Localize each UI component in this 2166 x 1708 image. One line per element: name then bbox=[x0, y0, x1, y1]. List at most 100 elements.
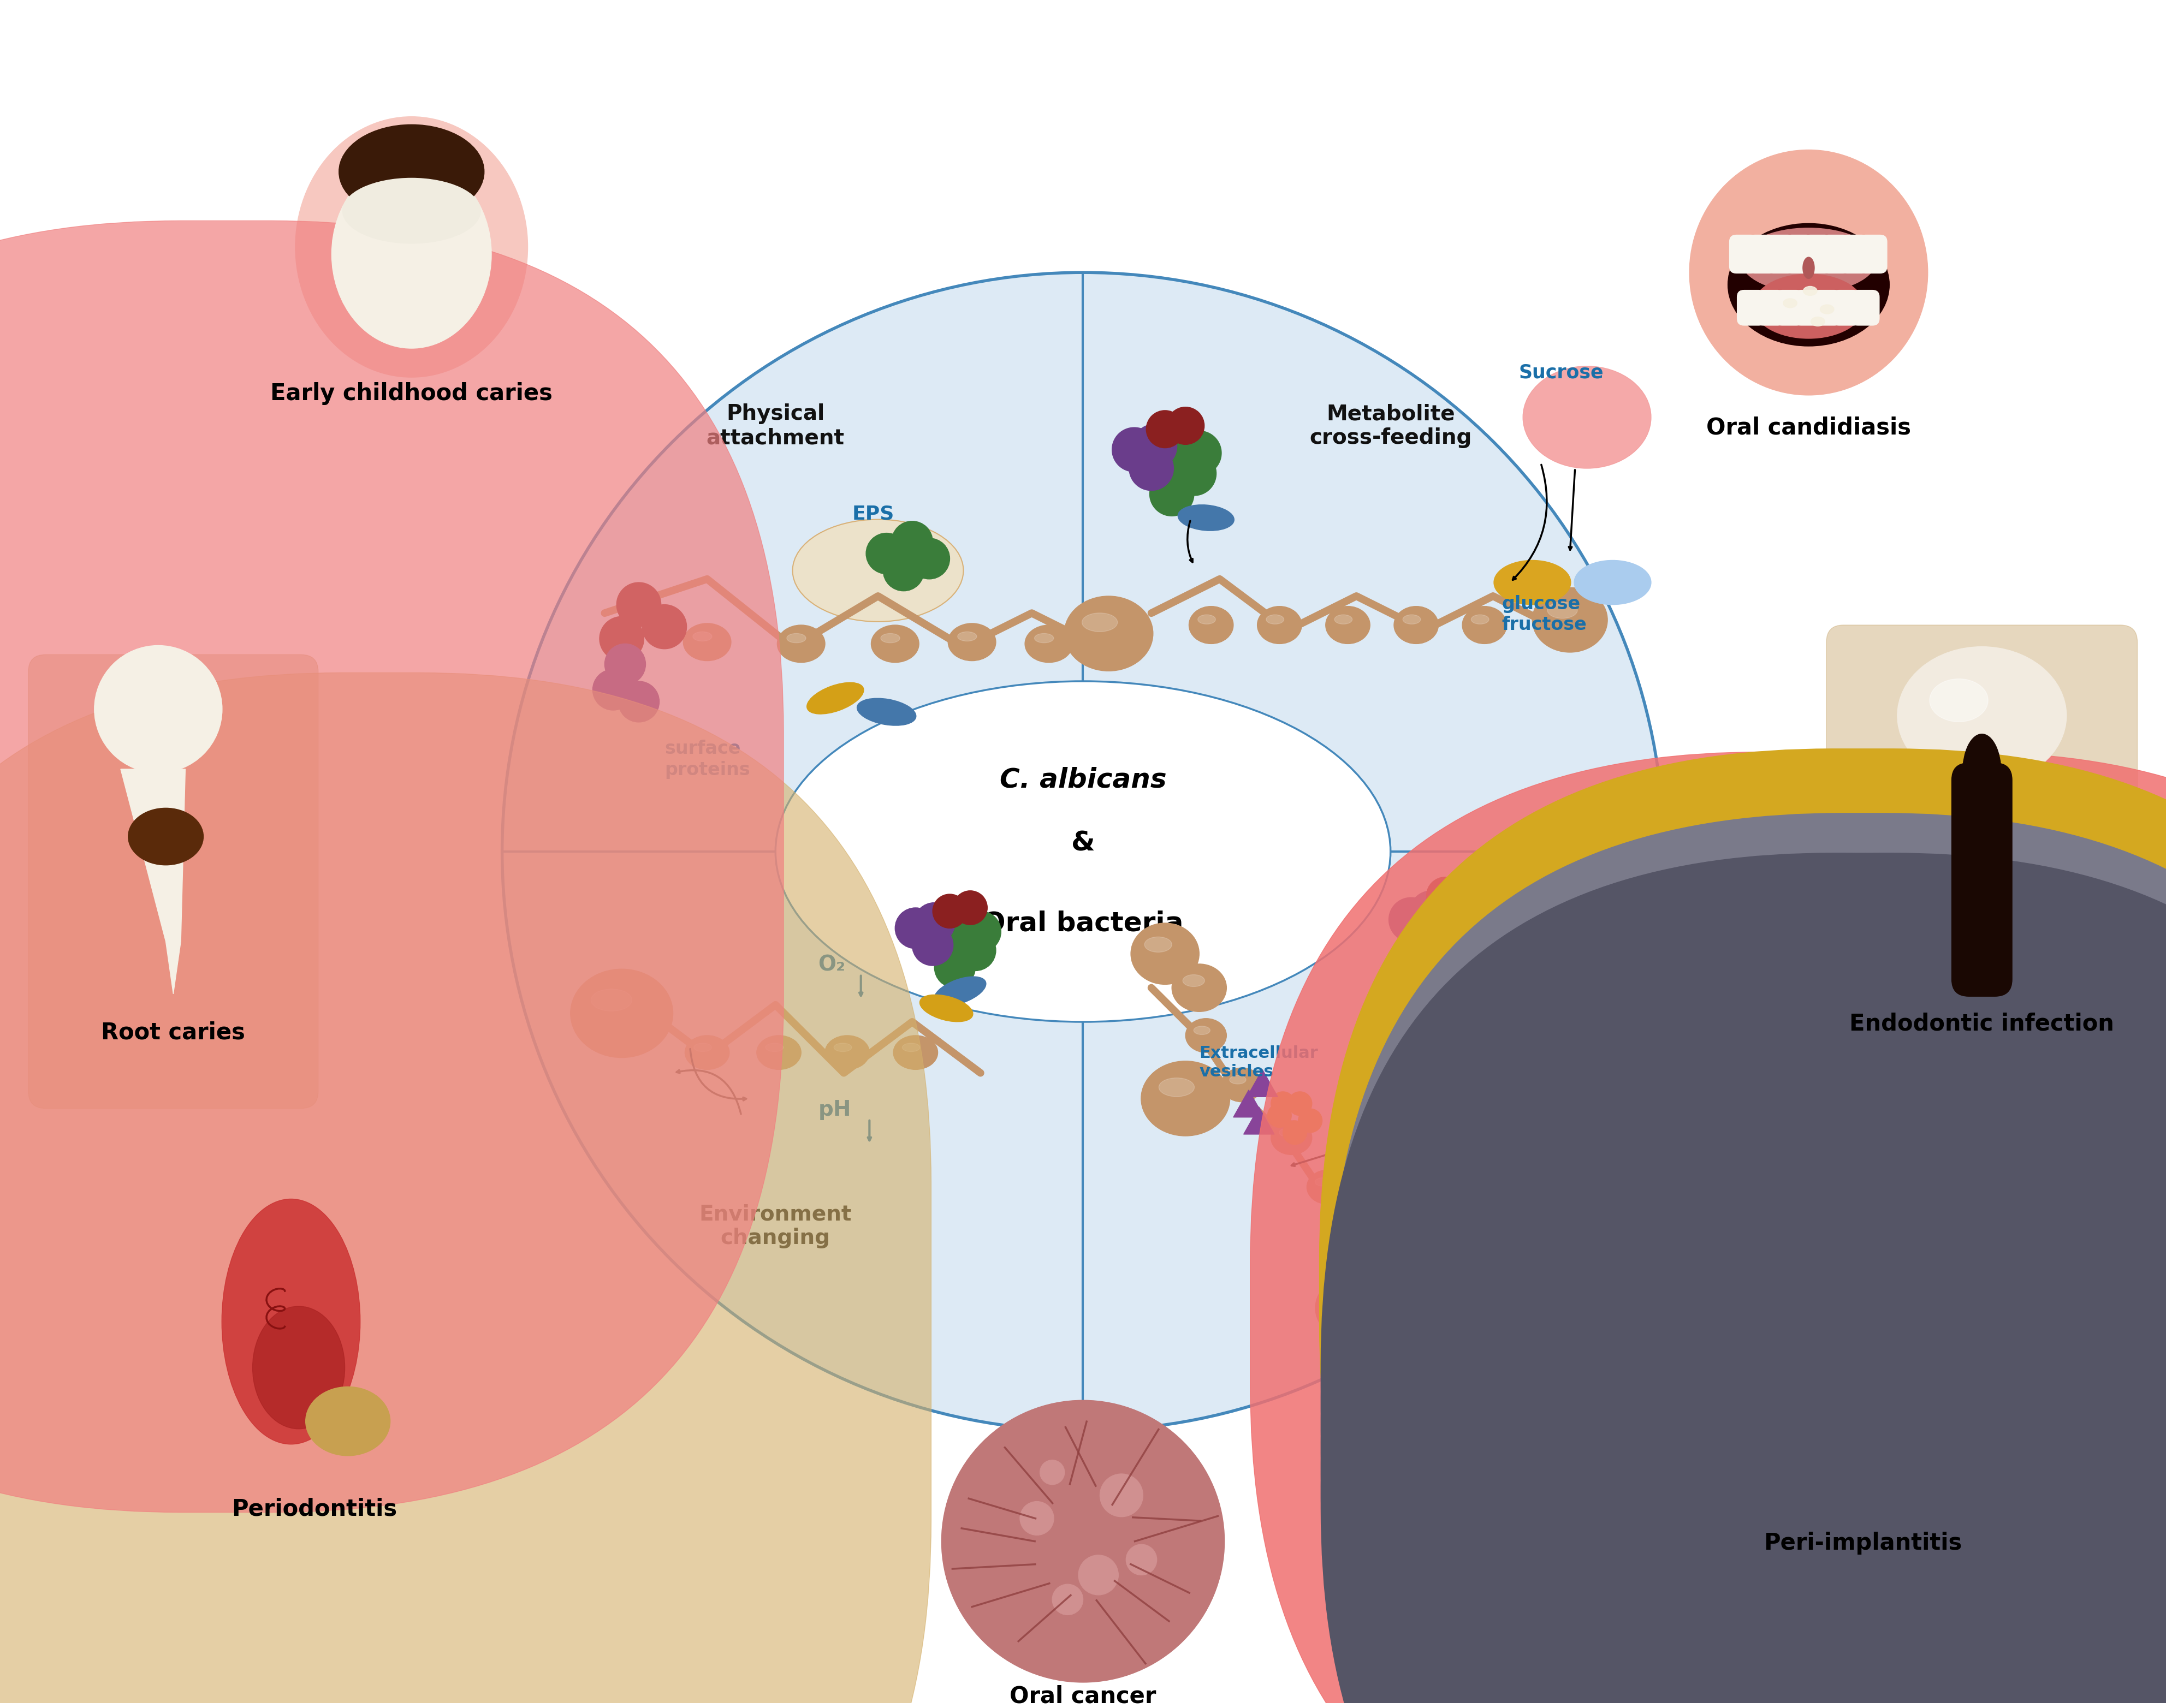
Circle shape bbox=[1297, 1108, 1321, 1132]
Ellipse shape bbox=[693, 632, 713, 640]
Circle shape bbox=[1020, 1501, 1055, 1535]
FancyBboxPatch shape bbox=[28, 654, 318, 1108]
Text: Extracellular
vesicles: Extracellular vesicles bbox=[1200, 1045, 1319, 1079]
Circle shape bbox=[1451, 914, 1495, 958]
Circle shape bbox=[934, 946, 975, 987]
FancyBboxPatch shape bbox=[1776, 290, 1804, 325]
Ellipse shape bbox=[1897, 647, 2066, 784]
FancyBboxPatch shape bbox=[1321, 965, 2166, 1708]
FancyBboxPatch shape bbox=[1250, 752, 2166, 1708]
Ellipse shape bbox=[1741, 229, 1876, 292]
Ellipse shape bbox=[1349, 1230, 1365, 1238]
Ellipse shape bbox=[1306, 1170, 1347, 1204]
Ellipse shape bbox=[1547, 603, 1577, 618]
Circle shape bbox=[910, 538, 949, 579]
Ellipse shape bbox=[892, 1035, 938, 1069]
Text: Peri-implantitis: Peri-implantitis bbox=[1763, 1532, 1962, 1554]
Ellipse shape bbox=[1230, 1076, 1245, 1085]
Ellipse shape bbox=[693, 1044, 713, 1052]
Ellipse shape bbox=[1341, 1223, 1382, 1257]
Ellipse shape bbox=[1462, 606, 1508, 644]
Polygon shape bbox=[1243, 1107, 1274, 1134]
Circle shape bbox=[1167, 407, 1204, 444]
Ellipse shape bbox=[95, 646, 223, 772]
Ellipse shape bbox=[684, 1035, 730, 1069]
Circle shape bbox=[1388, 897, 1434, 941]
Text: glucose
fructose: glucose fructose bbox=[1501, 594, 1588, 634]
Circle shape bbox=[617, 681, 658, 722]
Circle shape bbox=[1282, 1120, 1306, 1144]
Circle shape bbox=[884, 550, 925, 591]
Ellipse shape bbox=[1159, 1078, 1193, 1097]
FancyBboxPatch shape bbox=[1841, 236, 1869, 273]
Ellipse shape bbox=[1083, 613, 1118, 632]
FancyBboxPatch shape bbox=[1952, 763, 2012, 996]
Circle shape bbox=[934, 893, 966, 927]
Ellipse shape bbox=[338, 125, 485, 219]
Text: Oral cancer: Oral cancer bbox=[1009, 1686, 1157, 1708]
Text: EPS: EPS bbox=[853, 504, 895, 523]
Circle shape bbox=[1406, 914, 1451, 958]
FancyBboxPatch shape bbox=[1321, 987, 2166, 1708]
FancyBboxPatch shape bbox=[1826, 625, 2138, 1088]
FancyBboxPatch shape bbox=[1330, 813, 2166, 1708]
Text: C. albicans: C. albicans bbox=[999, 767, 1167, 793]
Circle shape bbox=[600, 617, 643, 661]
FancyBboxPatch shape bbox=[1822, 236, 1850, 273]
Ellipse shape bbox=[1256, 606, 1302, 644]
FancyBboxPatch shape bbox=[1832, 290, 1861, 325]
Ellipse shape bbox=[825, 1035, 869, 1069]
Ellipse shape bbox=[221, 1199, 360, 1445]
Ellipse shape bbox=[1198, 615, 1215, 623]
Ellipse shape bbox=[1811, 318, 1824, 326]
Ellipse shape bbox=[1962, 734, 2001, 811]
Ellipse shape bbox=[1025, 625, 1072, 663]
Ellipse shape bbox=[682, 623, 732, 661]
Text: Oral candidiasis: Oral candidiasis bbox=[1707, 417, 1910, 439]
Ellipse shape bbox=[1183, 975, 1204, 987]
Circle shape bbox=[914, 902, 955, 943]
Ellipse shape bbox=[1172, 963, 1226, 1011]
FancyBboxPatch shape bbox=[1728, 236, 1759, 273]
Ellipse shape bbox=[1222, 1068, 1263, 1102]
Polygon shape bbox=[1232, 1090, 1265, 1117]
Ellipse shape bbox=[1189, 606, 1232, 644]
Circle shape bbox=[1040, 1460, 1064, 1484]
Ellipse shape bbox=[1178, 506, 1235, 531]
Circle shape bbox=[1133, 424, 1176, 468]
Ellipse shape bbox=[921, 994, 973, 1021]
Ellipse shape bbox=[1728, 224, 1889, 347]
Circle shape bbox=[604, 644, 645, 685]
Circle shape bbox=[643, 605, 687, 649]
Ellipse shape bbox=[786, 634, 806, 642]
FancyBboxPatch shape bbox=[1369, 965, 2166, 1708]
Ellipse shape bbox=[570, 968, 674, 1057]
Circle shape bbox=[866, 533, 908, 574]
FancyBboxPatch shape bbox=[1804, 236, 1832, 273]
Circle shape bbox=[617, 582, 661, 627]
Circle shape bbox=[1111, 427, 1157, 471]
Circle shape bbox=[1427, 931, 1473, 975]
Ellipse shape bbox=[128, 808, 204, 864]
Ellipse shape bbox=[834, 1044, 851, 1052]
FancyBboxPatch shape bbox=[1369, 987, 2166, 1708]
Text: Environment
changing: Environment changing bbox=[700, 1204, 851, 1249]
Circle shape bbox=[593, 670, 635, 711]
Circle shape bbox=[1126, 1544, 1157, 1575]
Text: Early childhood caries: Early childhood caries bbox=[271, 383, 552, 405]
Circle shape bbox=[953, 890, 988, 924]
Ellipse shape bbox=[331, 161, 492, 348]
Ellipse shape bbox=[1267, 615, 1284, 623]
FancyBboxPatch shape bbox=[1748, 236, 1776, 273]
Ellipse shape bbox=[1326, 606, 1371, 644]
Circle shape bbox=[1453, 893, 1499, 938]
FancyBboxPatch shape bbox=[1369, 943, 2166, 1708]
Circle shape bbox=[503, 273, 1663, 1431]
Circle shape bbox=[912, 924, 953, 965]
FancyBboxPatch shape bbox=[0, 673, 931, 1708]
Ellipse shape bbox=[775, 681, 1391, 1021]
Ellipse shape bbox=[765, 1044, 784, 1052]
Circle shape bbox=[1053, 1585, 1083, 1614]
Ellipse shape bbox=[1330, 1290, 1360, 1307]
FancyBboxPatch shape bbox=[1731, 1254, 1995, 1594]
